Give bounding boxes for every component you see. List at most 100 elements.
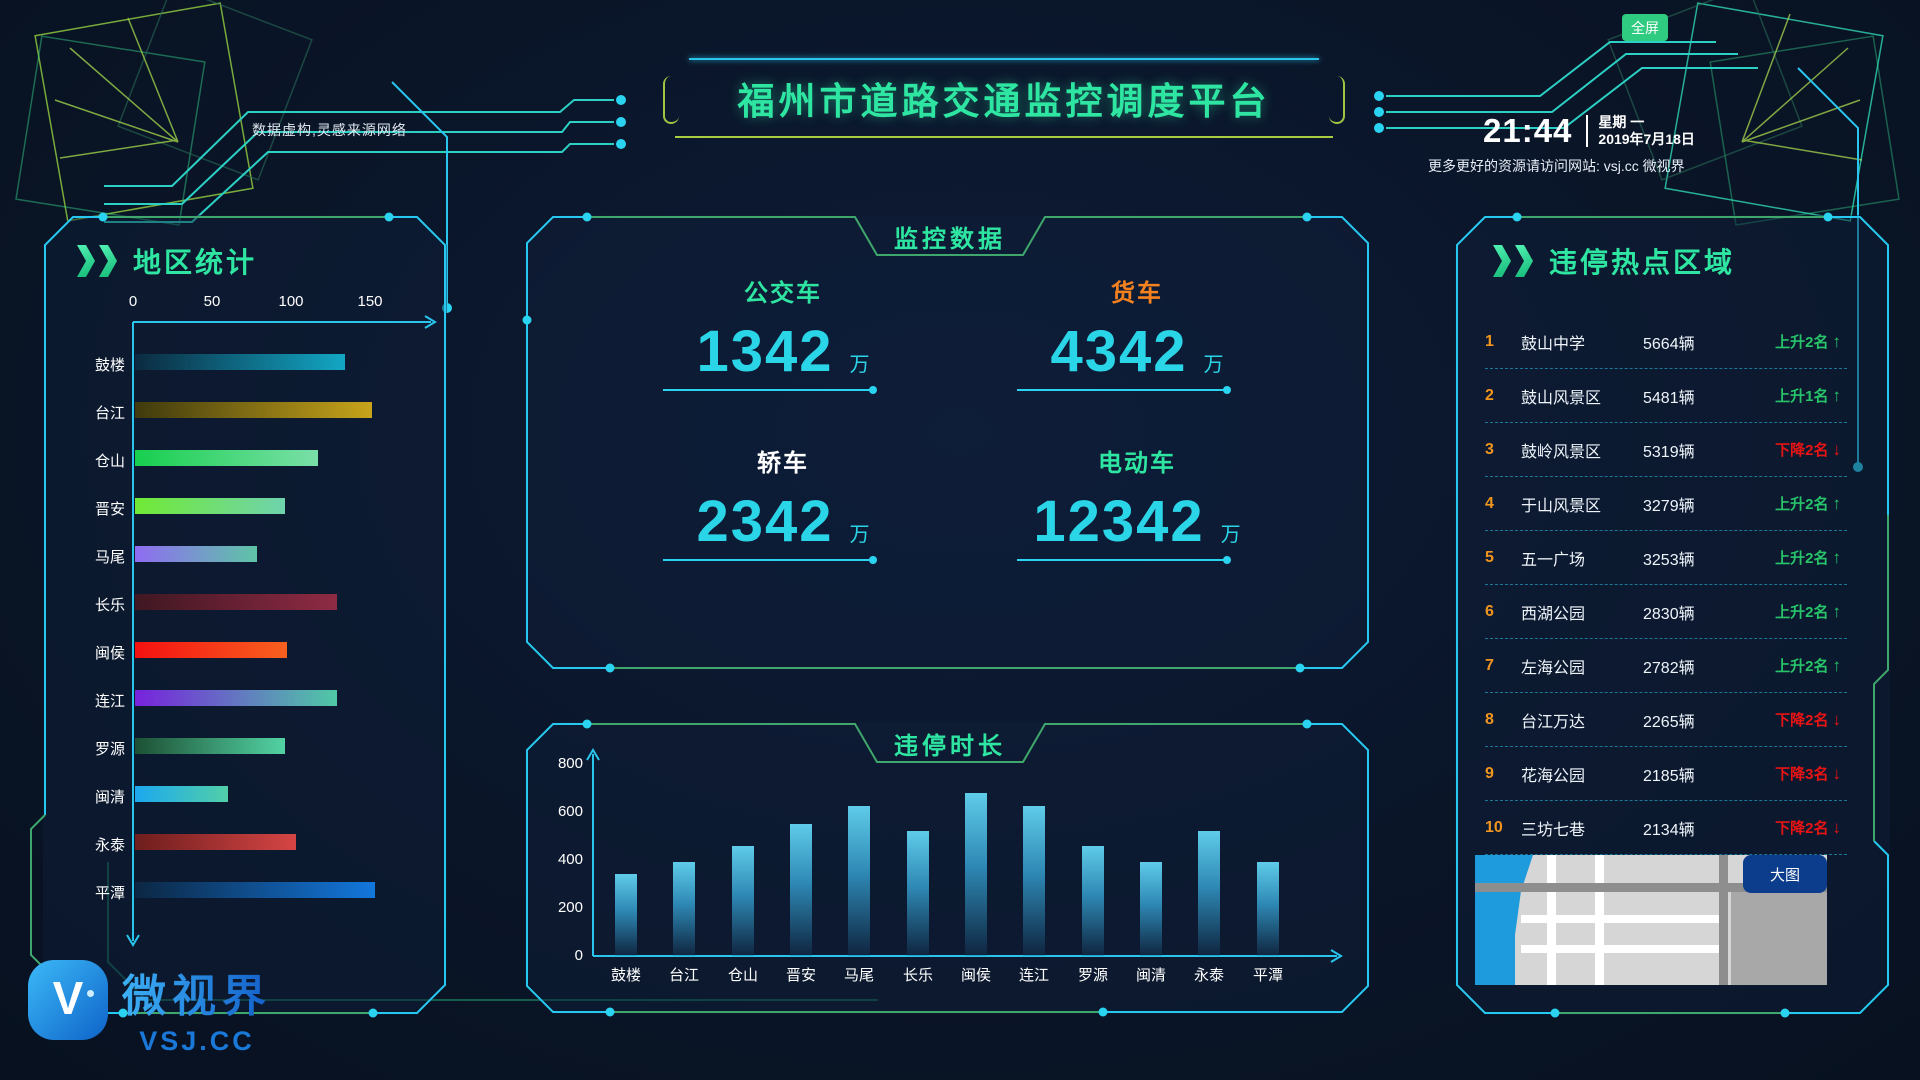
clock-date: 2019年7月18日 xyxy=(1598,131,1695,147)
vehicle-count: 2782辆 xyxy=(1643,659,1695,677)
region-bar xyxy=(135,594,337,610)
clock-weekday: 星期 一 xyxy=(1598,114,1645,130)
hotspot-row[interactable]: 4 于山风景区 3279辆 上升2名 ↑ xyxy=(1485,477,1847,531)
map-thumbnail[interactable]: 大图 xyxy=(1475,855,1827,985)
x-axis-label: 长乐 xyxy=(902,967,934,984)
x-axis-label: 连江 xyxy=(1018,967,1050,984)
stat-line-dot xyxy=(869,556,877,564)
trend-arrow-icon: ↑ xyxy=(1832,602,1842,621)
rank: 1 xyxy=(1485,332,1494,350)
place-name: 鼓山风景区 xyxy=(1521,389,1602,407)
duration-bar xyxy=(1257,862,1279,956)
bar-label: 闽清 xyxy=(94,789,125,806)
rank: 8 xyxy=(1485,710,1494,728)
vehicle-count: 2830辆 xyxy=(1643,605,1695,623)
x-axis-label: 平潭 xyxy=(1252,967,1284,984)
rank: 9 xyxy=(1485,764,1494,782)
brand-logo[interactable]: V 微视界 VSJ.CC xyxy=(28,960,272,1057)
trend-arrow-icon: ↓ xyxy=(1832,764,1842,783)
bar-label: 晋安 xyxy=(94,501,125,518)
bar-label: 仓山 xyxy=(94,453,125,470)
x-axis-tick: 50 xyxy=(203,293,221,310)
region-panel-title-row: 地区统计 xyxy=(77,241,257,281)
x-axis-label: 鼓楼 xyxy=(610,967,642,984)
stat-underline xyxy=(663,556,877,564)
region-bar xyxy=(135,546,257,562)
region-bar xyxy=(135,690,337,706)
hotspot-row[interactable]: 8 台江万达 2265辆 下降2名 ↓ xyxy=(1485,693,1847,747)
vehicle-count: 3279辆 xyxy=(1643,497,1695,515)
trend-badge: 下降2名 ↓ xyxy=(1775,440,1841,459)
x-axis-label: 罗源 xyxy=(1077,967,1109,984)
hotspot-row[interactable]: 9 花海公园 2185辆 下降3名 ↓ xyxy=(1485,747,1847,801)
place-name: 鼓山中学 xyxy=(1521,335,1586,353)
map-image xyxy=(1475,855,1827,985)
x-axis-label: 永泰 xyxy=(1193,967,1225,984)
trend-badge: 上升2名 ↑ xyxy=(1775,332,1841,351)
x-axis-label: 台江 xyxy=(668,967,700,984)
duration-bar xyxy=(1198,831,1220,956)
chevron-icon xyxy=(1493,245,1511,277)
bar-label: 长乐 xyxy=(94,597,125,614)
rank: 4 xyxy=(1485,494,1494,512)
region-bar xyxy=(135,882,375,898)
hotspot-panel: 违停热点区域 1 鼓山中学 5664辆 上升2名 ↑ 2 鼓山风景区 5481辆 上升1名 ↑ … xyxy=(1455,212,1890,1018)
stat-underline xyxy=(1017,556,1231,564)
rank: 10 xyxy=(1485,818,1503,836)
rank: 5 xyxy=(1485,548,1494,566)
stat-label: 公交车 xyxy=(744,280,822,307)
stat-unit: 万 xyxy=(1203,354,1224,376)
hotspot-row[interactable]: 3 鼓岭风景区 5319辆 下降2名 ↓ xyxy=(1485,423,1847,477)
map-enlarge-button[interactable]: 大图 xyxy=(1743,855,1827,893)
title-left-hook xyxy=(663,76,679,124)
region-bar xyxy=(135,642,287,658)
x-axis-label: 闽清 xyxy=(1135,967,1167,984)
hotspot-row[interactable]: 5 五一广场 3253辆 上升2名 ↑ xyxy=(1485,531,1847,585)
place-name: 于山风景区 xyxy=(1521,497,1602,515)
chevron-icon xyxy=(1515,245,1533,277)
panel-background xyxy=(525,722,1370,1014)
place-name: 花海公园 xyxy=(1521,767,1586,785)
bar-label: 永泰 xyxy=(94,837,125,854)
region-bar xyxy=(135,834,296,850)
fullscreen-button[interactable]: 全屏 xyxy=(1622,14,1668,41)
hotspot-row[interactable]: 7 左海公园 2782辆 上升2名 ↑ xyxy=(1485,639,1847,693)
logo-dot xyxy=(87,990,94,997)
y-axis-tick: 400 xyxy=(557,851,583,868)
x-axis-tick: 150 xyxy=(357,293,383,310)
trend-badge: 上升2名 ↑ xyxy=(1775,602,1842,621)
x-axis-label: 闽侯 xyxy=(960,967,992,984)
trend-badge: 上升2名 ↑ xyxy=(1775,656,1841,675)
bar-label: 鼓楼 xyxy=(94,357,125,374)
trend-arrow-icon: ↓ xyxy=(1832,818,1842,837)
region-panel-title: 地区统计 xyxy=(133,247,258,278)
y-axis-tick: 200 xyxy=(557,899,583,916)
bar-label: 马尾 xyxy=(94,549,125,566)
hotspot-row[interactable]: 10 三坊七巷 2134辆 下降2名 ↓ xyxy=(1485,801,1847,855)
duration-bar xyxy=(732,846,754,956)
rank: 6 xyxy=(1485,602,1494,620)
hotspot-panel-title: 违停热点区域 xyxy=(1549,247,1736,278)
monitor-panel-title: 监控数据 xyxy=(894,226,1006,253)
hotspot-row[interactable]: 1 鼓山中学 5664辆 上升2名 ↑ xyxy=(1485,315,1847,369)
trend-badge: 上升2名 ↑ xyxy=(1775,494,1841,513)
place-name: 三坊七巷 xyxy=(1521,821,1586,839)
trend-arrow-icon: ↑ xyxy=(1832,386,1842,405)
place-name: 西湖公园 xyxy=(1521,605,1586,623)
stat-line-dot xyxy=(1223,386,1231,394)
hotspot-row[interactable]: 6 西湖公园 2830辆 上升2名 ↑ xyxy=(1485,585,1847,639)
stat-truck: 货车 4342 万 xyxy=(1017,273,1257,394)
duration-bar xyxy=(1082,846,1104,956)
trend-badge: 下降3名 ↓ xyxy=(1775,764,1842,783)
stat-label: 轿车 xyxy=(757,450,809,477)
trend-arrow-icon: ↑ xyxy=(1832,548,1842,567)
hotspot-list: 1 鼓山中学 5664辆 上升2名 ↑ 2 鼓山风景区 5481辆 上升1名 ↑ 3 鼓岭风景区 5… xyxy=(1485,315,1847,855)
stat-label: 货车 xyxy=(1111,280,1163,307)
rank: 3 xyxy=(1485,440,1494,458)
stat-value: 1342 xyxy=(696,319,834,384)
title-top-line xyxy=(689,58,1319,60)
x-axis-tick: 100 xyxy=(278,293,304,310)
hotspot-row[interactable]: 2 鼓山风景区 5481辆 上升1名 ↑ xyxy=(1485,369,1847,423)
region-bar xyxy=(135,786,228,802)
stat-bus: 公交车 1342 万 xyxy=(663,273,903,394)
